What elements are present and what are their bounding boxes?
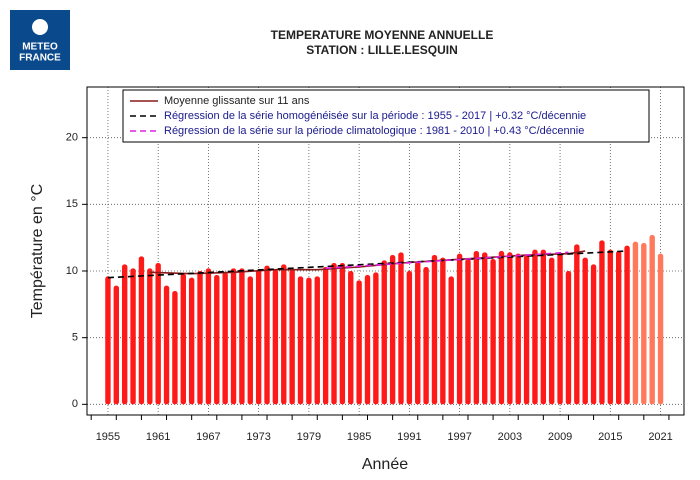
- bar: [448, 276, 454, 405]
- bar: [456, 253, 463, 405]
- x-tick-label: 1967: [196, 431, 220, 443]
- bar: [373, 272, 379, 405]
- x-tick-label: 1955: [96, 431, 120, 443]
- bar: [406, 271, 413, 405]
- plot-frame: [86, 86, 685, 416]
- x-tick-label: 1979: [297, 431, 321, 443]
- trend-line: [107, 250, 628, 279]
- bar: [482, 252, 488, 405]
- x-tick-label: 1961: [146, 431, 170, 443]
- bar: [356, 280, 362, 405]
- bar: [297, 276, 304, 405]
- bar: [121, 264, 128, 405]
- bar: [599, 240, 605, 405]
- bar: [549, 257, 555, 405]
- bar: [498, 251, 505, 405]
- bar: [465, 259, 471, 405]
- y-axis-label: Température en °C: [29, 184, 46, 318]
- bar: [540, 249, 547, 405]
- bar: [507, 252, 513, 405]
- bar: [247, 276, 253, 405]
- bar: [105, 276, 111, 405]
- bar: [607, 249, 614, 405]
- x-tick-label: 2009: [548, 431, 572, 443]
- x-tick-label: 1991: [397, 431, 421, 443]
- bar: [490, 259, 496, 405]
- bar: [515, 253, 521, 405]
- legend-text: Régression de la série homogénéisée sur …: [164, 110, 586, 122]
- y-tick-label: 20: [66, 132, 78, 144]
- x-tick-label: 1973: [246, 431, 270, 443]
- bar: [590, 264, 597, 405]
- bar: [423, 267, 429, 405]
- bar: [322, 267, 329, 405]
- bar: [222, 272, 228, 405]
- bar: [615, 251, 622, 405]
- bar: [398, 252, 404, 405]
- legend-text: Moyenne glissante sur 11 ans: [164, 95, 310, 107]
- bar: [582, 257, 588, 405]
- bar: [473, 251, 480, 405]
- trend-line: [325, 251, 569, 270]
- bar: [147, 268, 153, 405]
- bar: [281, 264, 287, 405]
- x-tick-label: 2021: [648, 431, 672, 443]
- x-axis-label: Année: [362, 456, 408, 473]
- bar: [364, 275, 371, 405]
- x-tick-label: 1997: [447, 431, 471, 443]
- bar: [641, 243, 647, 405]
- x-tick-label: 1985: [347, 431, 371, 443]
- bar: [306, 277, 312, 405]
- bar: [113, 285, 120, 405]
- bar: [272, 269, 279, 405]
- bar: [657, 253, 664, 405]
- x-tick-label: 2003: [498, 431, 522, 443]
- bar: [289, 269, 295, 405]
- bar: [205, 268, 212, 405]
- bar: [188, 277, 195, 405]
- y-tick-label: 15: [66, 198, 78, 210]
- bar: [138, 256, 145, 405]
- bar: [565, 271, 572, 405]
- bar: [339, 263, 346, 405]
- logo-text: FRANCE: [19, 53, 61, 64]
- chart-subtitle: STATION : LILLE.LESQUIN: [306, 43, 458, 57]
- bar: [331, 263, 337, 405]
- logo-icon: [32, 19, 48, 35]
- y-tick-label: 0: [72, 398, 78, 410]
- bar: [197, 271, 203, 405]
- bar: [230, 268, 237, 405]
- bar: [180, 273, 186, 405]
- bar: [172, 291, 178, 405]
- bar: [348, 271, 354, 405]
- bar: [155, 263, 161, 405]
- legend-text: Régression de la série sur la période cl…: [164, 125, 584, 137]
- bar: [632, 241, 639, 405]
- bar: [415, 261, 421, 405]
- bar: [649, 235, 655, 405]
- bar: [163, 285, 170, 405]
- y-tick-label: 5: [72, 332, 78, 344]
- bar: [574, 244, 580, 405]
- legend: [122, 89, 650, 143]
- bar: [214, 275, 220, 405]
- bar: [523, 255, 530, 405]
- bar: [264, 265, 270, 405]
- bar: [624, 245, 630, 405]
- bar: [381, 260, 387, 405]
- logo-text: METEO: [22, 42, 58, 53]
- bar: [239, 268, 245, 405]
- bar: [431, 255, 438, 405]
- y-tick-label: 10: [66, 265, 78, 277]
- bar: [532, 249, 538, 405]
- bar: [557, 253, 563, 405]
- bar: [440, 257, 446, 405]
- x-tick-label: 2015: [598, 431, 622, 443]
- bar: [314, 276, 320, 405]
- chart-title: TEMPERATURE MOYENNE ANNUELLE: [271, 28, 494, 42]
- bar: [389, 255, 396, 405]
- bar: [255, 269, 262, 405]
- bar: [130, 268, 136, 405]
